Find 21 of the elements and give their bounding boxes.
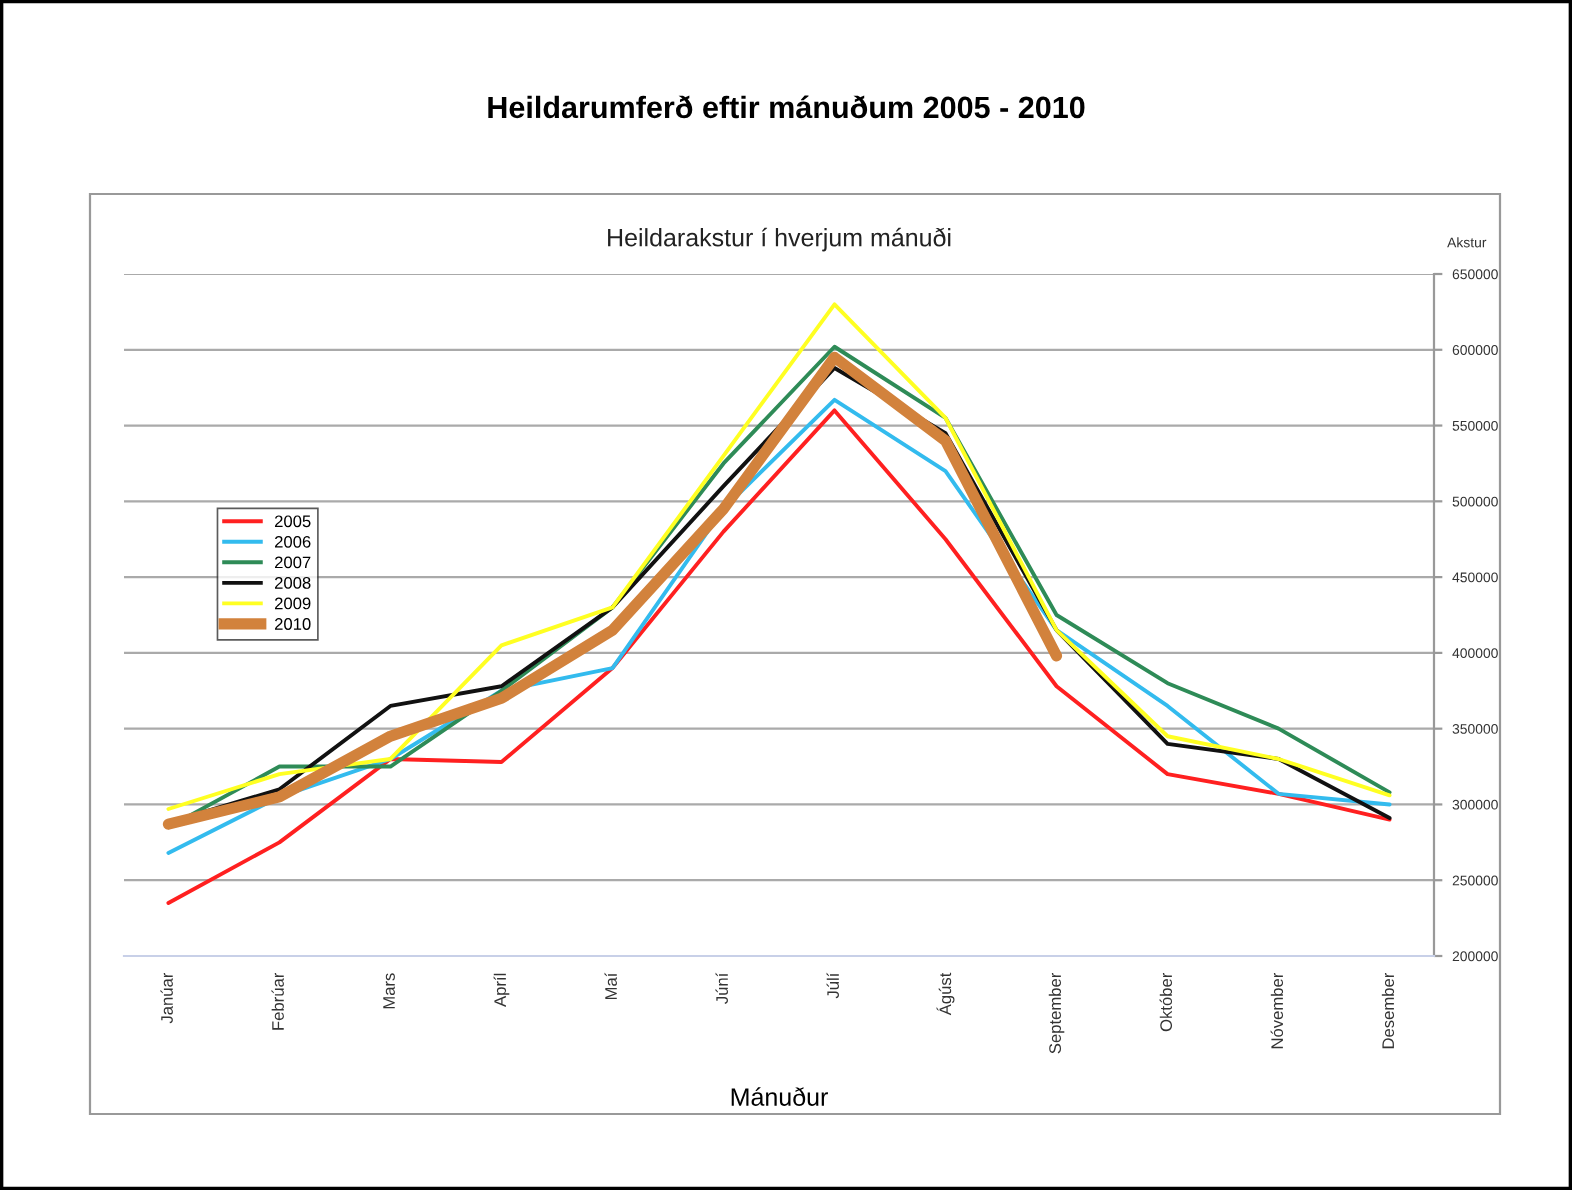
x-tick-label: Febrúar	[271, 972, 284, 1030]
legend-label: 2010	[274, 618, 311, 630]
x-tick-label: Október	[1159, 972, 1173, 1032]
x-tick-label: Nóvember	[1270, 972, 1284, 1049]
x-tick-label: Ágúst	[936, 972, 955, 1016]
chart-title: Heildarumferð eftir mánuðum 2005 - 2010	[488, 95, 1085, 119]
x-tick-label: Apríl	[493, 973, 510, 1007]
x-tick-label: September	[1048, 972, 1065, 1054]
x-tick-label: Maí	[604, 972, 617, 1000]
legend-label: 2005	[274, 515, 311, 528]
legend-label: 2006	[274, 535, 311, 548]
x-tick-label: Desember	[1381, 972, 1395, 1049]
x-tick-label: Júlí	[826, 972, 839, 999]
legend-label: 2007	[274, 556, 311, 569]
x-axis-title: Mánuður	[731, 1087, 828, 1106]
legend-label: 2008	[274, 577, 311, 589]
chart-subtitle: Heildarakstur í hverjum mánuði	[608, 227, 951, 252]
x-tick-label: Júní	[715, 972, 728, 1004]
legend-label: 2009	[274, 597, 311, 610]
x-tick-label: Mars	[383, 973, 395, 1009]
x-tick-label: Janúar	[160, 972, 173, 1024]
